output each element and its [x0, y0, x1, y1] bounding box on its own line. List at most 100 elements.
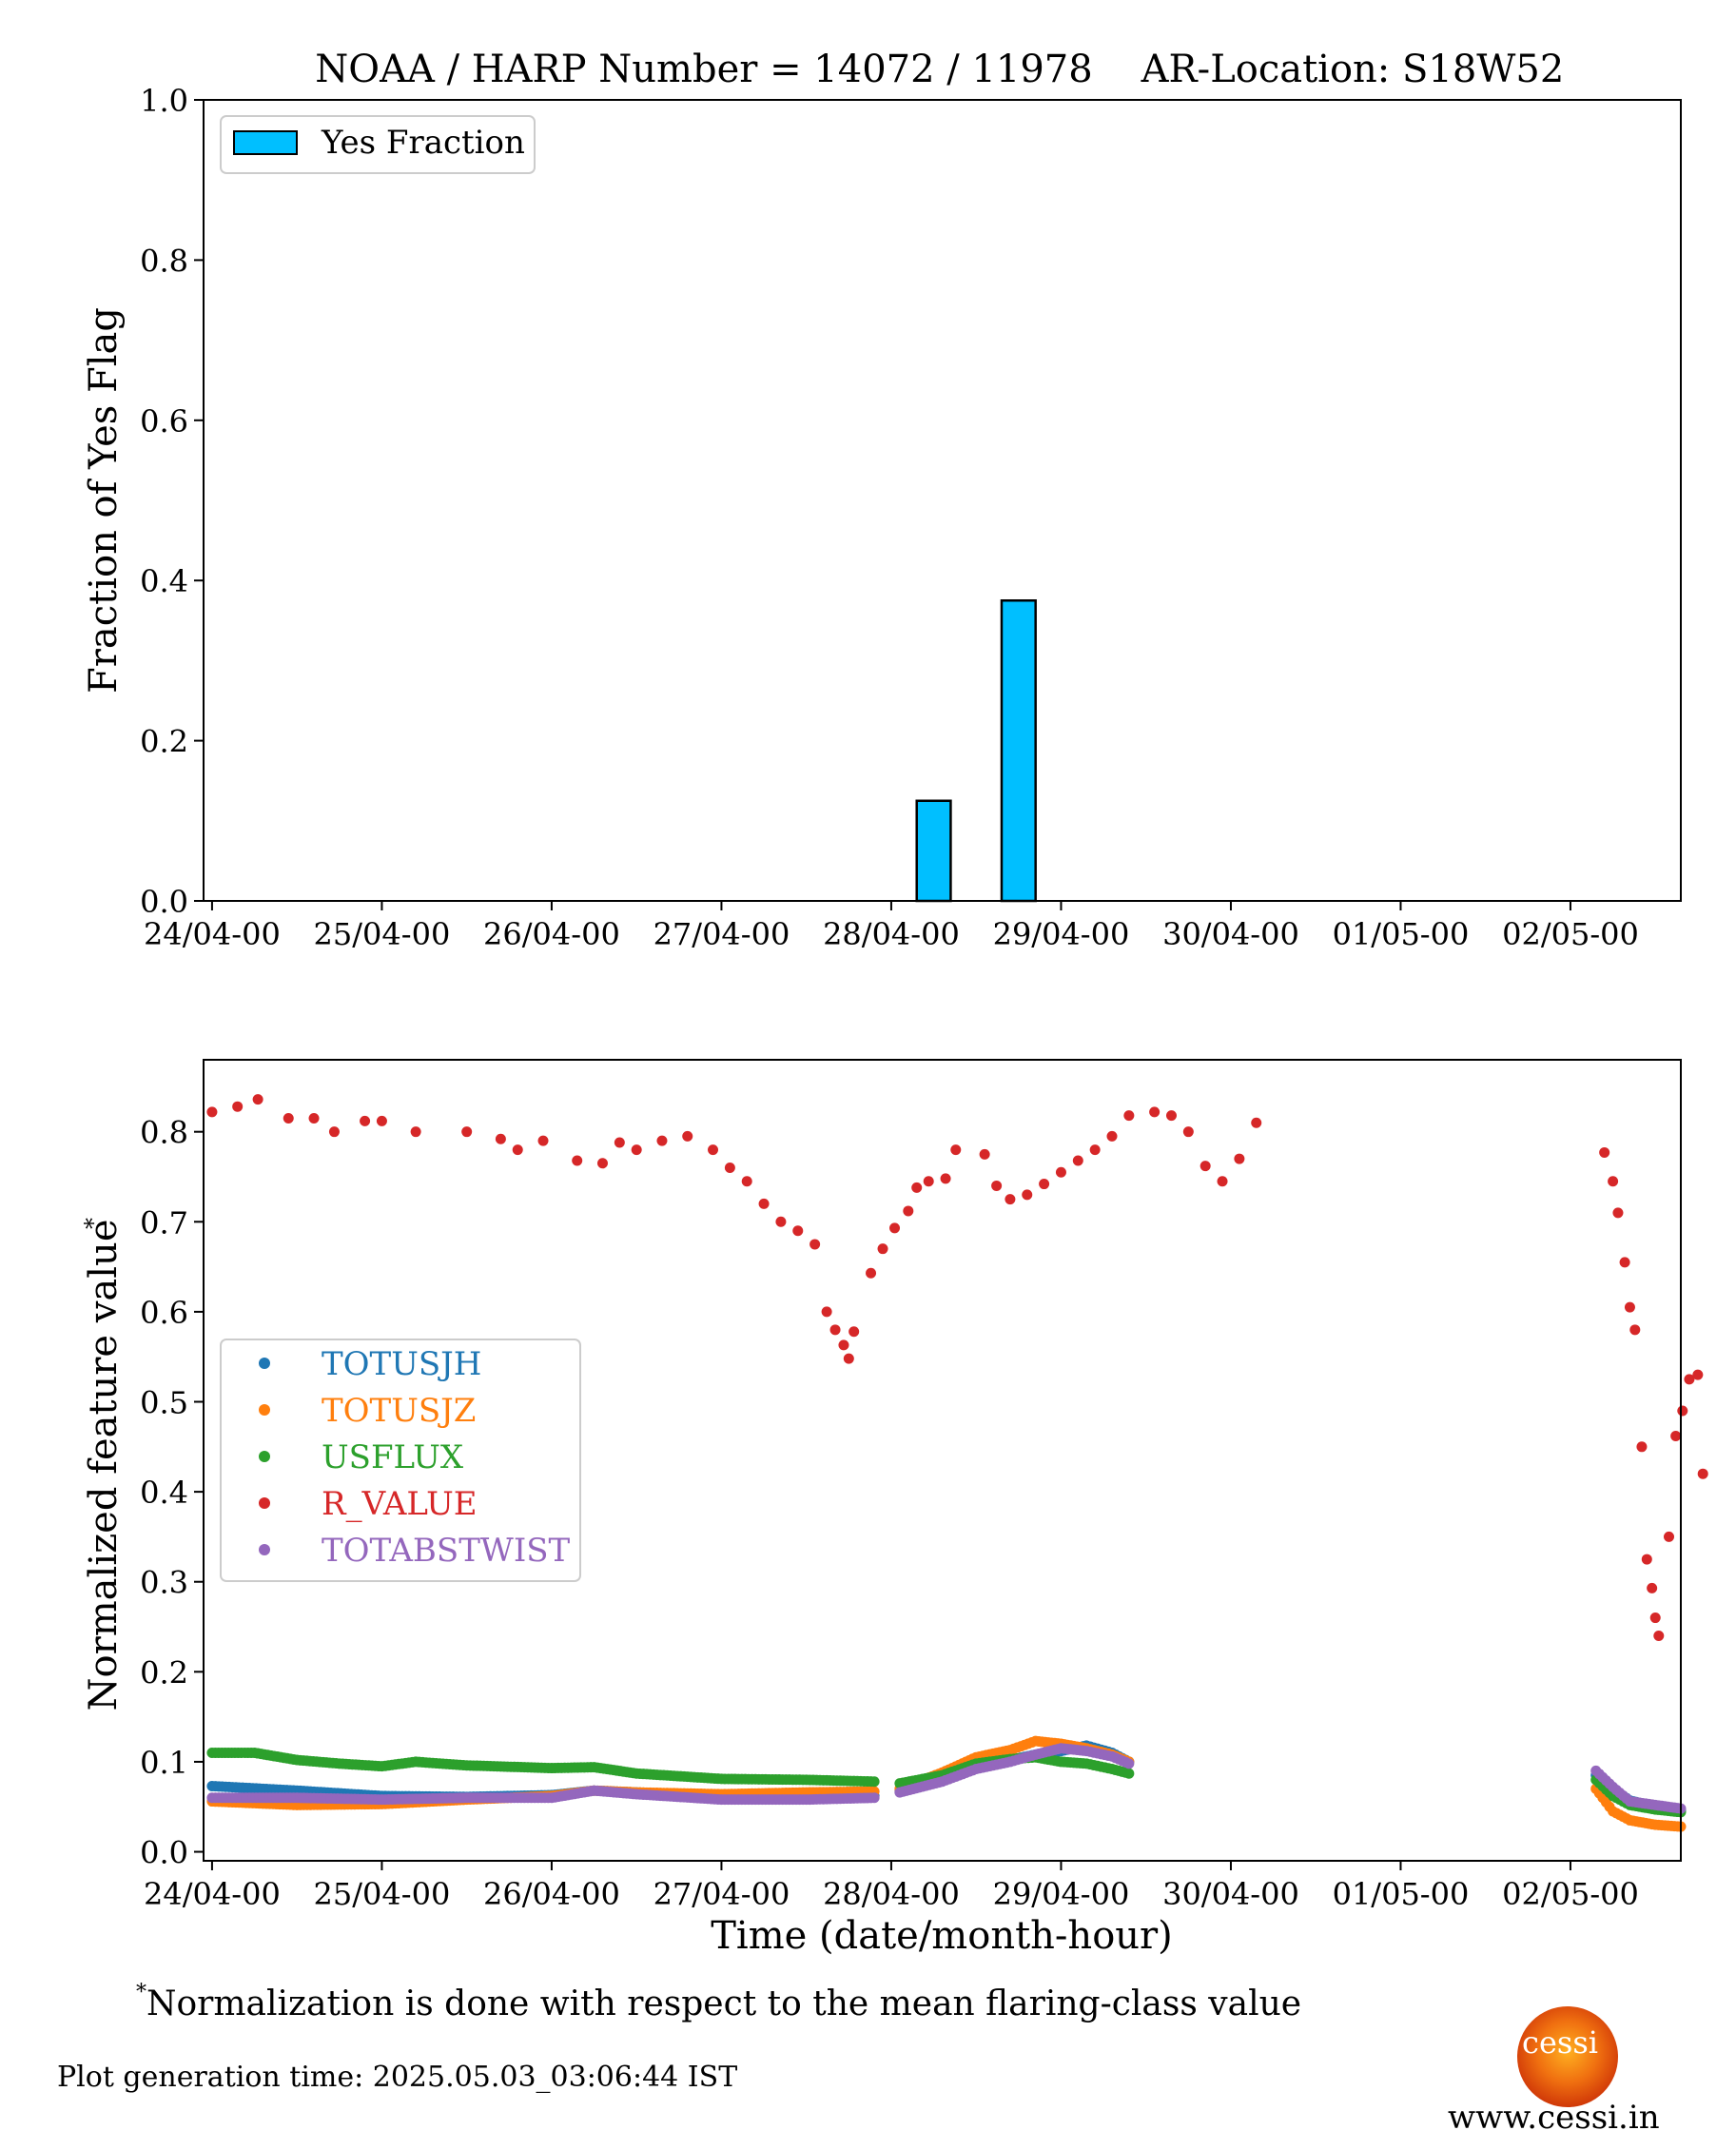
- point-r-value: [940, 1173, 951, 1184]
- point-r-value: [1612, 1207, 1624, 1219]
- point-r-value: [758, 1198, 770, 1209]
- point-r-value: [631, 1144, 642, 1156]
- point-r-value: [206, 1106, 218, 1118]
- legend-label-r-value: R_VALUE: [322, 1485, 478, 1523]
- bottom-y-axis-label-group: Normalized feature value *: [80, 1218, 126, 1710]
- point-r-value: [903, 1205, 914, 1217]
- point-r-value: [1692, 1369, 1704, 1380]
- sun-icon: [1517, 2006, 1618, 2107]
- legend-frame: [220, 115, 536, 174]
- x-tick-label: 26/04-00: [483, 1876, 620, 1912]
- logo-label: cessi: [1522, 2024, 1598, 2061]
- y-tick-label: 0.6: [140, 403, 188, 440]
- top-x-axis: 24/04-00 25/04-00 26/04-00 27/04-00 28/04-00…: [144, 901, 1639, 952]
- x-tick-label: 29/04-00: [993, 916, 1130, 952]
- x-tick-label: 26/04-00: [483, 916, 620, 952]
- bottom-y-axis-label-marker: *: [80, 1218, 107, 1229]
- point-r-value: [838, 1339, 849, 1351]
- point-r-value: [1200, 1161, 1211, 1172]
- x-tick-label: 24/04-00: [144, 916, 281, 952]
- legend-marker-usflux: [259, 1451, 270, 1462]
- top-y-axis: 0.0 0.2 0.4 0.6 0.8 1.0: [140, 83, 204, 920]
- y-tick-label: 0.1: [140, 1745, 188, 1781]
- point-r-value: [792, 1225, 804, 1237]
- x-tick-label: 02/05-00: [1502, 1876, 1639, 1912]
- point-r-value: [252, 1094, 263, 1105]
- point-r-value: [1123, 1110, 1135, 1122]
- point-r-value: [821, 1306, 832, 1318]
- legend-marker-totusjh: [259, 1358, 270, 1369]
- point-r-value: [495, 1133, 506, 1144]
- legend-label-totusjh: TOTUSJH: [322, 1345, 481, 1383]
- legend-label-yes-fraction: Yes Fraction: [321, 124, 525, 162]
- y-tick-label: 0.8: [140, 243, 188, 279]
- point-r-value: [376, 1115, 387, 1126]
- point-r-value: [1677, 1405, 1688, 1417]
- y-tick-label: 0.5: [140, 1385, 188, 1421]
- point-r-value: [829, 1324, 841, 1336]
- plot-generation-time: Plot generation time: 2025.05.03_03:06:4…: [57, 2061, 738, 2094]
- x-tick-label: 01/05-00: [1333, 916, 1470, 952]
- normalized-features-chart: 0.0 0.1 0.2 0.3 0.4 0.5 0.6 0.7 0.8 24/04-00 25/0…: [80, 1059, 1708, 1958]
- point-r-value: [283, 1112, 294, 1124]
- cessi-logo: [1517, 2006, 1618, 2107]
- point-r-value: [775, 1216, 787, 1227]
- x-tick-label: 25/04-00: [314, 1876, 451, 1912]
- point-r-value: [1022, 1189, 1033, 1201]
- y-tick-label: 0.3: [140, 1565, 188, 1601]
- legend-swatch-yes-fraction: [233, 130, 298, 155]
- point-r-value: [843, 1353, 854, 1364]
- chart-title-ar-location: AR-Location: S18W52: [1141, 48, 1565, 91]
- point-r-value: [1608, 1176, 1619, 1187]
- legend-label-usflux: USFLUX: [322, 1438, 464, 1476]
- point-r-value: [809, 1239, 821, 1250]
- point-r-value: [1649, 1612, 1661, 1624]
- point-r-value: [572, 1155, 583, 1166]
- y-tick-label: 0.7: [140, 1204, 188, 1241]
- y-tick-label: 0.0: [140, 1835, 188, 1871]
- point-r-value: [1629, 1324, 1641, 1336]
- x-tick-label: 28/04-00: [823, 1876, 960, 1912]
- chart-title-noaa-harp: NOAA / HARP Number = 14072 / 11978: [315, 48, 1092, 91]
- x-tick-label: 24/04-00: [144, 1876, 281, 1912]
- footnote-text: Normalization is done with respect to th…: [146, 1984, 1302, 2023]
- x-tick-label: 30/04-00: [1162, 916, 1299, 952]
- x-tick-label: 27/04-00: [653, 916, 790, 952]
- point-usflux: [1123, 1768, 1135, 1779]
- point-r-value: [1641, 1554, 1652, 1565]
- point-r-value: [877, 1243, 888, 1255]
- x-tick-label: 30/04-00: [1162, 1876, 1299, 1912]
- point-r-value: [911, 1182, 923, 1193]
- point-r-value: [708, 1144, 719, 1156]
- legend-label-totabstwist: TOTABSTWIST: [322, 1532, 571, 1570]
- x-tick-label: 27/04-00: [653, 1876, 790, 1912]
- legend-marker-totusjz: [259, 1404, 270, 1416]
- point-r-value: [1165, 1110, 1177, 1122]
- normalization-footnote: *Normalization is done with respect to t…: [136, 1981, 1302, 2023]
- point-r-value: [866, 1267, 877, 1279]
- top-y-axis-label: Fraction of Yes Flag: [82, 307, 126, 694]
- x-tick-label: 01/05-00: [1333, 1876, 1470, 1912]
- point-r-value: [1182, 1126, 1194, 1138]
- website-link[interactable]: www.cessi.in: [1448, 2099, 1660, 2137]
- scatter-points: [206, 1094, 1708, 1832]
- point-r-value: [724, 1163, 735, 1174]
- point-r-value: [950, 1144, 962, 1156]
- bottom-legend: TOTUSJH TOTUSJZ USFLUX R_VALUE TOTABSTWIST: [220, 1339, 581, 1582]
- point-r-value: [889, 1222, 901, 1234]
- point-r-value: [1089, 1144, 1101, 1156]
- y-tick-label: 0.6: [140, 1295, 188, 1331]
- point-r-value: [1599, 1146, 1610, 1158]
- y-tick-label: 0.2: [140, 724, 188, 760]
- point-r-value: [328, 1126, 340, 1138]
- y-tick-label: 0.4: [140, 563, 188, 599]
- bottom-x-axis: 24/04-00 25/04-00 26/04-00 27/04-00 28/04-00…: [144, 1861, 1639, 1912]
- top-legend: Yes Fraction: [220, 115, 536, 174]
- bottom-y-axis-label: Normalized feature value: [82, 1220, 126, 1711]
- point-r-value: [991, 1180, 1003, 1191]
- y-tick-label: 0.0: [140, 884, 188, 920]
- x-tick-label: 28/04-00: [823, 916, 960, 952]
- point-r-value: [614, 1137, 625, 1148]
- legend-frame: [220, 1339, 581, 1582]
